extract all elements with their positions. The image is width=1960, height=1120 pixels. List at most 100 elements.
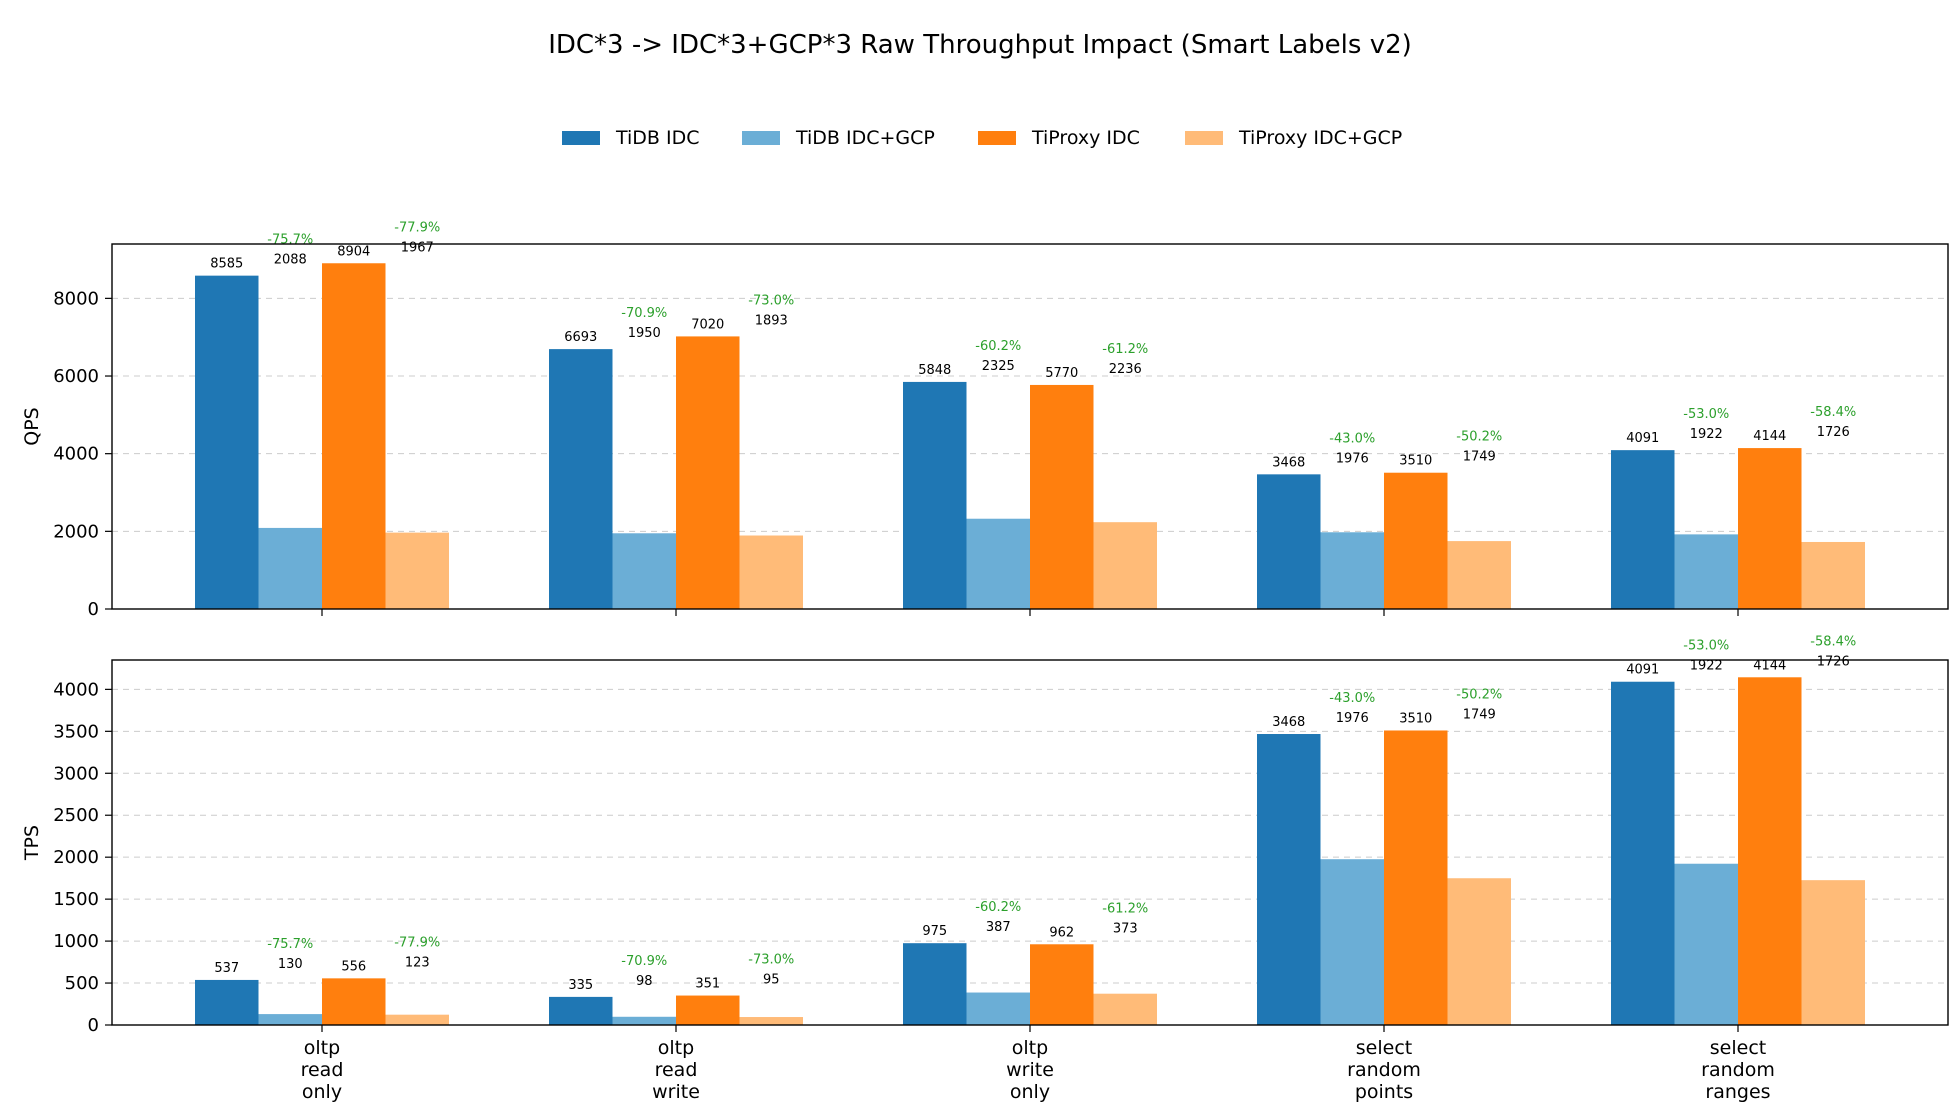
delta-label: -75.7% xyxy=(267,233,313,248)
delta-label: -58.4% xyxy=(1810,405,1856,420)
delta-label: -50.2% xyxy=(1456,687,1502,702)
bar xyxy=(258,1014,322,1025)
legend-swatch xyxy=(562,131,600,145)
bar xyxy=(1384,472,1448,609)
legend-swatch xyxy=(742,131,780,145)
data-label: 95 xyxy=(763,973,780,988)
data-label: 8585 xyxy=(210,257,243,272)
legend: TiDB IDC TiDB IDC+GCP TiProxy IDC TiProxy I… xyxy=(562,127,1402,149)
data-label: 537 xyxy=(214,961,239,976)
bar xyxy=(1674,863,1738,1025)
y-tick-label: 1000 xyxy=(53,931,99,952)
legend-swatch xyxy=(978,131,1016,145)
delta-label: -75.7% xyxy=(267,937,313,952)
category-label-line: read xyxy=(301,1059,344,1081)
data-label: 3510 xyxy=(1399,454,1432,469)
y-tick-label: 4000 xyxy=(53,679,99,700)
category-label-line: select xyxy=(1356,1037,1412,1059)
y-tick-label: 0 xyxy=(88,1015,99,1036)
bar xyxy=(385,532,449,609)
delta-label: -70.9% xyxy=(621,306,667,321)
legend-item: TiDB IDC xyxy=(562,127,700,149)
panel-tps: 537 335 975 3468 4091 130 -75.7% 98 -70.9% 387 -60… xyxy=(21,634,1949,1036)
data-label: 1726 xyxy=(1817,654,1850,669)
bar xyxy=(258,527,322,609)
data-label: 387 xyxy=(986,920,1011,935)
data-label: 335 xyxy=(568,978,593,993)
category-label-line: read xyxy=(655,1059,698,1081)
category-label-line: select xyxy=(1710,1037,1766,1059)
bar xyxy=(385,1014,449,1025)
data-label: 4091 xyxy=(1626,431,1659,446)
delta-label: -50.2% xyxy=(1456,430,1502,445)
delta-label: -53.0% xyxy=(1683,407,1729,422)
data-label: 3510 xyxy=(1399,711,1432,726)
bar xyxy=(322,263,386,609)
bar xyxy=(1030,944,1094,1025)
bar xyxy=(1030,384,1094,609)
legend-label: TiDB IDC xyxy=(615,127,700,149)
data-label: 4144 xyxy=(1753,429,1786,444)
data-label: 1749 xyxy=(1463,450,1496,465)
bar xyxy=(966,992,1030,1025)
bar xyxy=(739,1017,803,1025)
bar xyxy=(1801,541,1865,609)
bar xyxy=(1320,532,1384,609)
bar xyxy=(1674,534,1738,609)
category-label-line: random xyxy=(1347,1059,1421,1081)
bar xyxy=(612,1016,676,1025)
data-label: 8904 xyxy=(337,244,370,259)
data-label: 4091 xyxy=(1626,663,1659,678)
data-label: 4144 xyxy=(1753,658,1786,673)
data-label: 1893 xyxy=(755,313,788,328)
data-label: 351 xyxy=(695,977,720,992)
delta-label: -70.9% xyxy=(621,954,667,969)
data-label: 5770 xyxy=(1045,366,1078,381)
delta-label: -73.0% xyxy=(748,293,794,308)
category-label-line: write xyxy=(1006,1059,1054,1081)
data-label: 1950 xyxy=(628,326,661,341)
bar xyxy=(1384,730,1448,1025)
bar xyxy=(1738,677,1802,1025)
bar xyxy=(195,979,259,1025)
bar xyxy=(1093,522,1157,609)
legend-item: TiProxy IDC+GCP xyxy=(1185,127,1402,149)
y-tick-label: 3000 xyxy=(53,763,99,784)
y-tick-label: 1500 xyxy=(53,889,99,910)
bar xyxy=(1257,474,1321,609)
data-label: 2325 xyxy=(982,359,1015,374)
y-tick-label: 6000 xyxy=(53,366,99,387)
category-label-line: oltp xyxy=(658,1037,694,1059)
delta-label: -53.0% xyxy=(1683,639,1729,654)
bar xyxy=(676,995,740,1025)
bar xyxy=(1257,734,1321,1025)
delta-label: -60.2% xyxy=(975,900,1021,915)
category-label-line: oltp xyxy=(1012,1037,1048,1059)
bar xyxy=(903,943,967,1025)
data-label: 3468 xyxy=(1272,715,1305,730)
y-tick-label: 8000 xyxy=(53,288,99,309)
legend-item: TiProxy IDC xyxy=(978,127,1140,149)
data-label: 123 xyxy=(405,955,430,970)
data-label: 1922 xyxy=(1690,659,1723,674)
data-label: 130 xyxy=(278,957,303,972)
category-label-line: oltp xyxy=(304,1037,340,1059)
bar xyxy=(612,533,676,609)
data-label: 2236 xyxy=(1109,362,1142,377)
panels: 8585 6693 5848 3468 4091 2088 -75.7% 1950 -70.9%… xyxy=(21,220,1949,1103)
category-label-line: only xyxy=(1010,1081,1050,1103)
y-axis-label: QPS xyxy=(21,407,43,445)
data-label: 1922 xyxy=(1690,427,1723,442)
data-label: 556 xyxy=(341,959,366,974)
bar xyxy=(1447,878,1511,1025)
y-tick-label: 0 xyxy=(88,599,99,620)
bar xyxy=(1611,681,1675,1025)
category-label-line: ranges xyxy=(1705,1081,1770,1103)
data-label: 6693 xyxy=(564,330,597,345)
chart-title: IDC*3 -> IDC*3+GCP*3 Raw Throughput Impa… xyxy=(548,30,1412,60)
bar xyxy=(1320,859,1384,1025)
delta-label: -61.2% xyxy=(1102,901,1148,916)
bar xyxy=(676,336,740,609)
